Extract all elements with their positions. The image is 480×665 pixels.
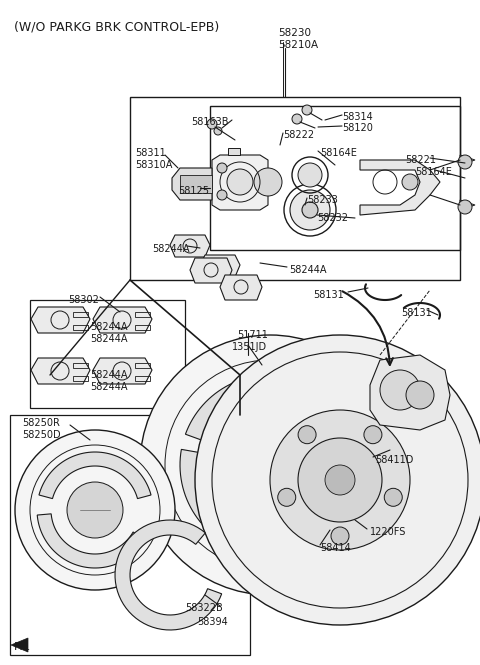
Circle shape [270, 410, 410, 550]
Text: (W/O PARKG BRK CONTROL-EPB): (W/O PARKG BRK CONTROL-EPB) [14, 20, 219, 33]
Text: 58250R: 58250R [22, 418, 60, 428]
Bar [10, 415, 250, 655]
Text: 58232: 58232 [317, 213, 348, 223]
Text: 1351JD: 1351JD [232, 342, 267, 352]
Text: 58164E: 58164E [320, 148, 357, 158]
Circle shape [402, 174, 418, 190]
Circle shape [292, 114, 302, 124]
Circle shape [458, 200, 472, 214]
Bar [30, 300, 185, 408]
Circle shape [406, 381, 434, 409]
Text: 58314: 58314 [342, 112, 373, 122]
Bar [73, 312, 88, 317]
Circle shape [254, 168, 282, 196]
Polygon shape [370, 355, 450, 430]
Polygon shape [185, 375, 360, 465]
Text: 58131: 58131 [313, 290, 344, 300]
Polygon shape [93, 307, 152, 333]
Bar [210, 106, 460, 250]
Text: 58163B: 58163B [191, 117, 228, 127]
Text: 58302: 58302 [68, 295, 99, 305]
Circle shape [67, 482, 123, 538]
Text: 58221: 58221 [405, 155, 436, 165]
Circle shape [225, 420, 315, 510]
Text: 51711: 51711 [237, 330, 268, 340]
Polygon shape [460, 200, 475, 210]
Circle shape [217, 163, 227, 173]
Circle shape [207, 119, 217, 129]
Text: 58244A: 58244A [90, 382, 128, 392]
Polygon shape [115, 520, 222, 630]
Circle shape [217, 190, 227, 200]
Polygon shape [31, 307, 90, 333]
Bar [73, 363, 88, 368]
Polygon shape [190, 258, 232, 283]
Bar [73, 325, 88, 330]
Text: 58250D: 58250D [22, 430, 60, 440]
Text: FR.: FR. [14, 642, 31, 652]
Circle shape [214, 127, 222, 135]
Text: 58164E: 58164E [415, 167, 452, 177]
Circle shape [458, 155, 472, 169]
Bar [135, 363, 150, 368]
Polygon shape [200, 255, 240, 277]
Text: 58411D: 58411D [375, 455, 413, 465]
Text: 58322B: 58322B [185, 603, 223, 613]
Polygon shape [220, 275, 262, 300]
Circle shape [331, 527, 349, 545]
Circle shape [242, 437, 298, 493]
Text: 58244A: 58244A [90, 334, 128, 344]
Text: 58311: 58311 [135, 148, 166, 158]
Text: 58394: 58394 [197, 617, 228, 627]
Circle shape [15, 430, 175, 590]
Text: 58244A: 58244A [152, 244, 190, 254]
Circle shape [364, 426, 382, 444]
Circle shape [278, 488, 296, 506]
Polygon shape [212, 155, 268, 210]
Circle shape [140, 335, 400, 595]
Text: 58244A: 58244A [289, 265, 326, 275]
Polygon shape [170, 235, 210, 257]
Circle shape [302, 202, 318, 218]
Text: 58230: 58230 [278, 28, 311, 38]
Text: 58244A: 58244A [90, 322, 128, 332]
Text: 58414: 58414 [320, 543, 351, 553]
Text: 58210A: 58210A [278, 40, 318, 50]
Text: 58222: 58222 [283, 130, 314, 140]
Circle shape [227, 169, 253, 195]
Text: 58120: 58120 [342, 123, 373, 133]
Text: 58125: 58125 [178, 186, 209, 196]
Circle shape [195, 335, 480, 625]
Polygon shape [93, 358, 152, 384]
Circle shape [298, 163, 322, 187]
Polygon shape [180, 175, 212, 193]
Text: 58244A: 58244A [90, 370, 128, 380]
Text: 58310A: 58310A [135, 160, 172, 170]
Circle shape [302, 105, 312, 115]
Polygon shape [11, 638, 28, 652]
Bar [130, 97, 460, 280]
Polygon shape [39, 452, 151, 499]
Bar [135, 376, 150, 381]
Circle shape [325, 465, 355, 495]
Polygon shape [228, 148, 240, 155]
Circle shape [380, 370, 420, 410]
Text: 1220FS: 1220FS [370, 527, 407, 537]
Bar [135, 312, 150, 317]
Bar [135, 325, 150, 330]
Circle shape [384, 488, 402, 506]
Polygon shape [360, 160, 440, 215]
Polygon shape [37, 514, 145, 568]
Text: 58233: 58233 [307, 195, 338, 205]
Text: 58131: 58131 [401, 308, 432, 318]
Circle shape [298, 426, 316, 444]
Bar [73, 376, 88, 381]
Circle shape [290, 190, 330, 230]
Polygon shape [180, 450, 348, 555]
Polygon shape [31, 358, 90, 384]
Circle shape [298, 438, 382, 522]
Polygon shape [172, 168, 212, 200]
Polygon shape [460, 155, 475, 165]
